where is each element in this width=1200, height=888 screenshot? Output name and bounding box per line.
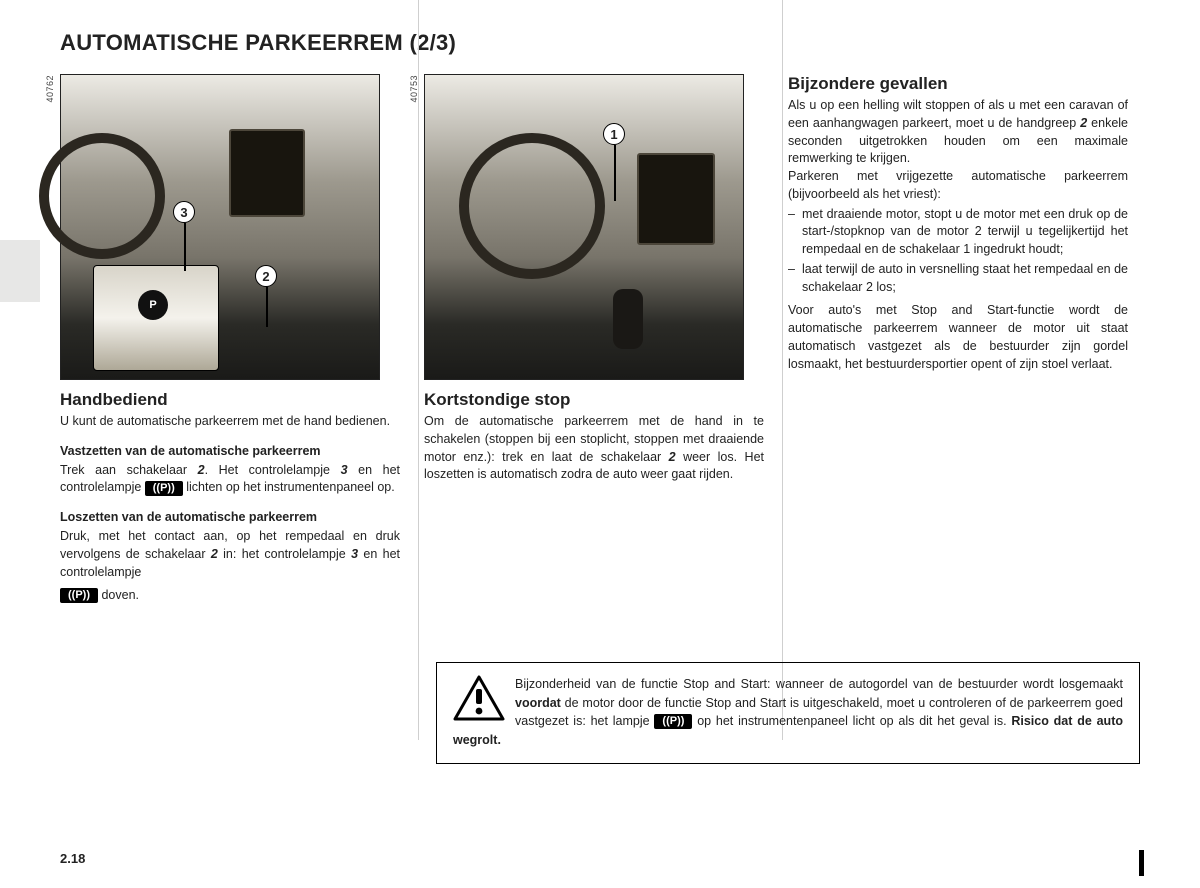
warning-bold: voordat [515, 696, 561, 710]
parking-indicator-icon: ((P)) [60, 588, 98, 603]
column-separator [418, 0, 419, 740]
column-center: 40753 1 Kortstondige stop Om de automati… [424, 74, 764, 605]
column-left: 40762 P 3 2 Handbediend U kunt de automa… [60, 74, 400, 605]
heading-handbediend: Handbediend [60, 390, 400, 410]
paragraph: ((P)) doven. [60, 587, 400, 605]
paragraph: Parkeren met vrijgezette automatische pa… [788, 168, 1128, 204]
figure-1: 40762 P 3 2 [60, 74, 380, 380]
figure-id: 40762 [45, 75, 55, 103]
warning-icon [453, 675, 505, 721]
paragraph: Druk, met het contact aan, op het remped… [60, 528, 400, 581]
callout-3: 3 [173, 201, 195, 223]
page-number: 2.18 [60, 851, 85, 866]
bullet-list: met draaiende motor, stopt u de motor me… [788, 206, 1128, 297]
figure-2: 40753 1 [424, 74, 744, 380]
subhead-vastzetten: Vastzetten van de automatische parkeerre… [60, 443, 400, 460]
figure-id: 40753 [409, 75, 419, 103]
column-separator [782, 0, 783, 740]
paragraph: Voor auto's met Stop and Start-functie w… [788, 302, 1128, 373]
page-title: AUTOMATISCHE PARKEERREM (2/3) [60, 30, 1140, 56]
subhead-loszetten: Loszetten van de automatische parkeerrem [60, 509, 400, 526]
section-tab [0, 240, 40, 302]
heading-kortstondige: Kortstondige stop [424, 390, 764, 410]
cut-mark [1139, 850, 1144, 876]
callout-2: 2 [255, 265, 277, 287]
title-main: AUTOMATISCHE PARKEERREM [60, 30, 403, 55]
list-item: laat terwijl de auto in versnelling staa… [802, 261, 1128, 297]
title-part: (2/3) [409, 30, 456, 55]
parking-indicator-icon: ((P)) [145, 481, 183, 496]
intro-text: U kunt de automatische parkeerrem met de… [60, 413, 400, 431]
paragraph: Trek aan schakelaar 2. Het controlelampj… [60, 462, 400, 498]
column-right: Bijzondere gevallen Als u op een helling… [788, 74, 1128, 605]
paragraph: Om de automatische parkeerrem met de han… [424, 413, 764, 484]
callout-1: 1 [603, 123, 625, 145]
heading-bijzondere: Bijzondere gevallen [788, 74, 1128, 94]
warning-box: Bijzonderheid van de functie Stop and St… [436, 662, 1140, 764]
list-item: met draaiende motor, stopt u de motor me… [802, 206, 1128, 259]
paragraph: Als u op een helling wilt stoppen of als… [788, 97, 1128, 168]
parking-indicator-icon: ((P)) [654, 714, 692, 729]
